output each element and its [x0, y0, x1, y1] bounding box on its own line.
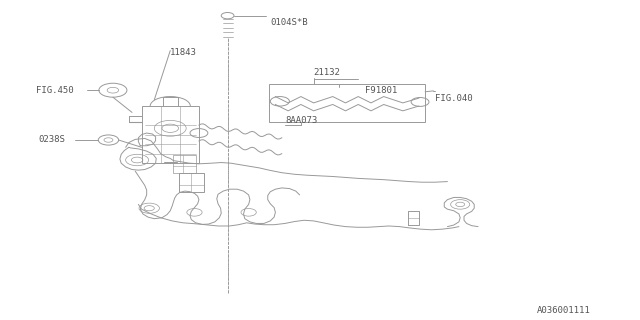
Text: 0238S: 0238S — [38, 135, 65, 144]
Text: F91801: F91801 — [365, 86, 397, 95]
Text: 21132: 21132 — [314, 68, 340, 77]
Bar — [269, 84, 425, 122]
Text: FIG.450: FIG.450 — [36, 86, 74, 95]
Text: 0104S*B: 0104S*B — [270, 18, 308, 27]
Text: 8AA073: 8AA073 — [285, 116, 317, 125]
Text: 11843: 11843 — [170, 48, 197, 57]
Bar — [179, 173, 204, 192]
Bar — [141, 106, 199, 163]
Text: A036001111: A036001111 — [537, 306, 591, 315]
Bar — [173, 155, 196, 173]
Text: FIG.040: FIG.040 — [435, 94, 472, 103]
